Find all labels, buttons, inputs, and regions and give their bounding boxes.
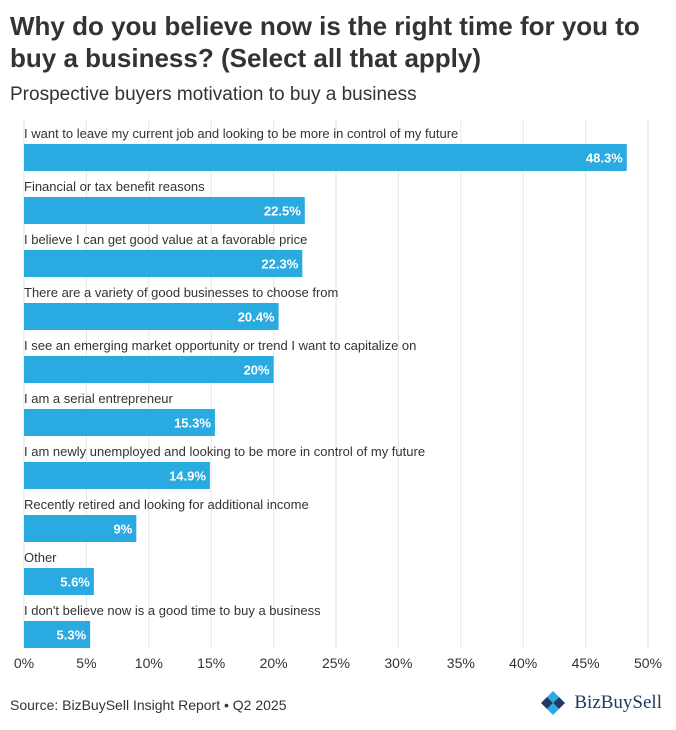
bar-row: I don't believe now is a good time to bu… <box>24 603 321 648</box>
x-axis: 0% 5% 10% 15% 20% 25% 30% 35% 40% 45% 50% <box>14 655 662 671</box>
category-label: Recently retired and looking for additio… <box>24 497 309 512</box>
bar-row: I want to leave my current job and looki… <box>24 126 627 171</box>
value-label: 20.4% <box>238 310 275 325</box>
x-tick-label: 10% <box>135 655 163 671</box>
value-label: 14.9% <box>169 469 206 484</box>
chart-subtitle: Prospective buyers motivation to buy a b… <box>10 84 417 105</box>
bar-row: I believe I can get good value at a favo… <box>24 232 307 277</box>
bar <box>24 144 627 171</box>
category-label: Other <box>24 550 57 565</box>
value-label: 48.3% <box>586 151 623 166</box>
bar <box>24 303 279 330</box>
x-tick-label: 35% <box>447 655 475 671</box>
value-label: 22.5% <box>264 204 301 219</box>
bizbuysell-logo-icon <box>541 691 566 715</box>
bar-row: Financial or tax benefit reasons 22.5% <box>24 179 305 224</box>
value-label: 5.6% <box>60 575 90 590</box>
value-label: 9% <box>114 522 133 537</box>
category-label: I believe I can get good value at a favo… <box>24 232 307 247</box>
bar-row: I see an emerging market opportunity or … <box>24 338 416 383</box>
chart-title: Why do you believe now is the right time… <box>10 11 640 73</box>
category-label: I am newly unemployed and looking to be … <box>24 444 425 459</box>
bar <box>24 568 94 595</box>
bar-chart: I want to leave my current job and looki… <box>14 120 662 671</box>
x-tick-label: 20% <box>260 655 288 671</box>
bar <box>24 621 91 648</box>
bar-row: There are a variety of good businesses t… <box>24 285 338 330</box>
bar <box>24 356 274 383</box>
value-label: 5.3% <box>57 628 87 643</box>
x-tick-label: 50% <box>634 655 662 671</box>
bar <box>24 409 215 436</box>
category-label: I see an emerging market opportunity or … <box>24 338 416 353</box>
x-tick-label: 25% <box>322 655 350 671</box>
category-label: I don't believe now is a good time to bu… <box>24 603 321 618</box>
bizbuysell-logo: BizBuySell <box>540 688 662 718</box>
category-label: Financial or tax benefit reasons <box>24 179 205 194</box>
x-tick-label: 0% <box>14 655 34 671</box>
value-label: 15.3% <box>174 416 211 431</box>
bars-layer: I want to leave my current job and looki… <box>24 126 627 648</box>
x-tick-label: 30% <box>384 655 412 671</box>
category-label: I want to leave my current job and looki… <box>24 126 458 141</box>
x-tick-label: 40% <box>509 655 537 671</box>
value-label: 20% <box>244 363 270 378</box>
category-label: There are a variety of good businesses t… <box>24 285 338 300</box>
source-note: Source: BizBuySell Insight Report • Q2 2… <box>10 697 287 713</box>
x-tick-label: 45% <box>572 655 600 671</box>
bar-row: I am newly unemployed and looking to be … <box>24 444 425 489</box>
bar <box>24 462 210 489</box>
bar <box>24 515 137 542</box>
bar-row: Recently retired and looking for additio… <box>24 497 309 542</box>
bar <box>24 197 305 224</box>
category-label: I am a serial entrepreneur <box>24 391 174 406</box>
logo-text: BizBuySell <box>574 692 662 713</box>
x-tick-label: 15% <box>197 655 225 671</box>
value-label: 22.3% <box>261 257 298 272</box>
x-tick-label: 5% <box>76 655 96 671</box>
bar <box>24 250 303 277</box>
grid-layer <box>23 120 649 648</box>
